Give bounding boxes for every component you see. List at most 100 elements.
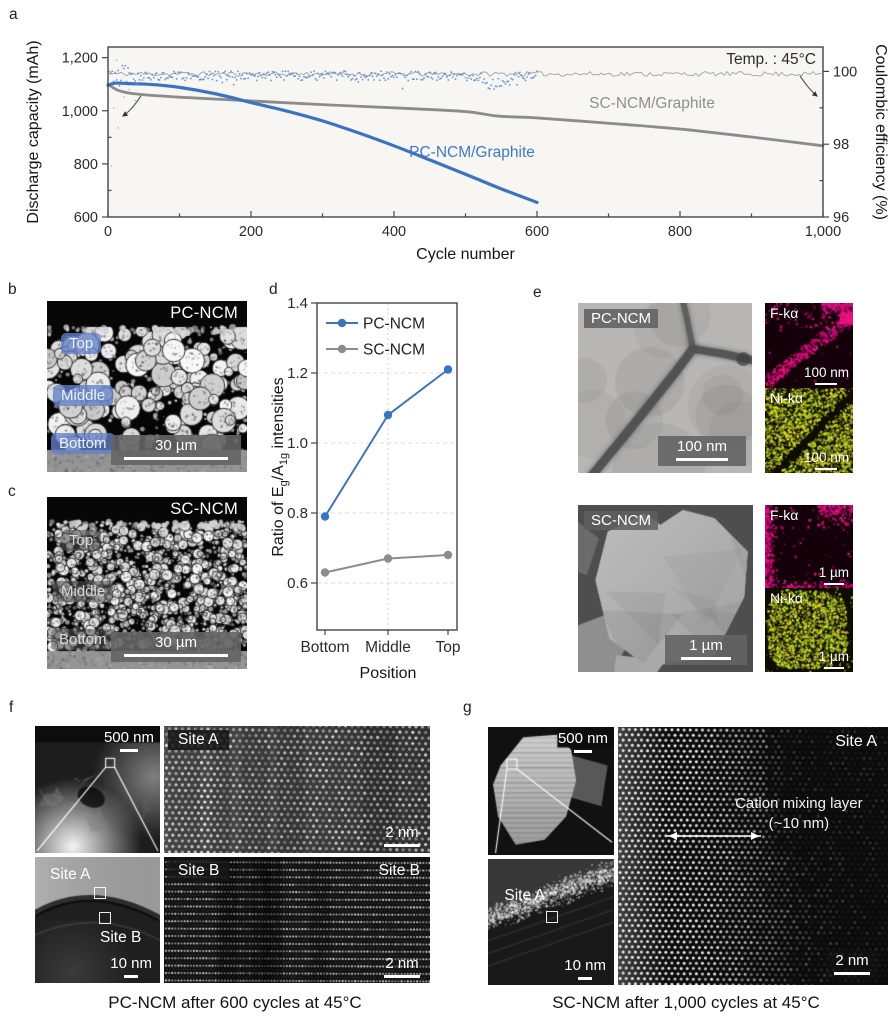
site-b-text-right: Site B [378, 862, 420, 879]
eds-map-ni-ka-sc: Ni-kα 1 µm [765, 588, 853, 672]
svg-text:Middle: Middle [365, 639, 411, 656]
haadf-site-a-sc: Site A Cation mixing layer (~10 nm) 2 nm [618, 727, 888, 985]
svg-text:1.2: 1.2 [287, 365, 308, 382]
scale-bar-text: 100 nm [803, 449, 849, 465]
map-label: Ni-kα [770, 390, 803, 406]
annotation-line-1: Cation mixing layer [735, 795, 863, 813]
scale-bar: 10 nm [564, 957, 606, 980]
site-a-marker-box [93, 887, 106, 900]
scale-bar: 2 nm [384, 824, 420, 847]
scale-bar: 100 nm [803, 364, 849, 385]
scale-bar: 1 µm [818, 564, 849, 585]
panel-letter-d: d [269, 281, 278, 298]
annotation-line-2: (~10 nm) [768, 815, 830, 833]
haadf-site-a-canvas-sc [618, 727, 888, 985]
scale-bar-text: 2 nm [385, 955, 419, 972]
scale-bar: 30 µm [111, 632, 241, 662]
site-b-label: Site B [168, 861, 230, 881]
svg-text:Top: Top [436, 639, 461, 656]
stem-overview-canvas-sc [488, 727, 614, 855]
svg-text:PC-NCM/Graphite: PC-NCM/Graphite [409, 144, 535, 161]
site-a-label: Site A [835, 733, 877, 750]
scale-bar: 2 nm [826, 950, 878, 979]
svg-text:Coulombic efficiency (%): Coulombic efficiency (%) [872, 44, 889, 220]
stem-overview-sc: 500 nm [488, 727, 614, 855]
scale-bar: 30 µm [111, 435, 241, 465]
site-a-label: Site A [168, 730, 229, 750]
panel-letter-b: b [8, 281, 17, 298]
stem-overview-pc: 500 nm [35, 726, 160, 853]
tem-sites-canvas-pc [35, 857, 160, 983]
sample-label: PC-NCM [170, 304, 238, 322]
caption-pc: PC-NCM after 600 cycles at 45°C [108, 993, 362, 1012]
mixing-layer-arrow [666, 831, 761, 840]
scale-bar-line [823, 666, 844, 669]
panel-letter-f: f [9, 699, 14, 716]
position-tag-bottom: Bottom [51, 432, 115, 454]
scale-bar: 100 nm [658, 436, 746, 466]
panel-letter-c: c [8, 483, 16, 500]
scale-bar-text: 500 nm [557, 730, 608, 747]
scale-bar: 2 nm [384, 955, 420, 978]
scale-bar-text: 100 nm [803, 364, 849, 380]
svg-text:600: 600 [74, 210, 98, 226]
cycling-performance-chart: 0 200 400 600 800 1,000 600 800 1,000 1,200 96 98 10… [25, 40, 889, 263]
svg-text:Bottom: Bottom [300, 639, 349, 656]
sample-label: PC-NCM [584, 309, 658, 328]
svg-text:800: 800 [74, 157, 98, 173]
haadf-site-b-pc: Site B Site B 2 nm [164, 857, 430, 983]
scale-bar-line [815, 382, 838, 385]
svg-text:SC-NCM: SC-NCM [363, 342, 425, 359]
svg-text:1.4: 1.4 [287, 295, 308, 312]
scale-bar-line [834, 972, 870, 975]
eds-canvas-ni-pc [765, 388, 853, 473]
scale-bar-line [578, 977, 593, 980]
eds-map-ni-ka-pc: Ni-kα 100 nm [765, 388, 853, 473]
map-label: F-kα [770, 305, 799, 321]
scale-bar-text: 1 µm [818, 564, 849, 580]
svg-text:Position: Position [360, 665, 417, 682]
svg-text:1.0: 1.0 [287, 435, 308, 452]
scale-bar: 1 µm [665, 635, 747, 665]
sample-label: SC-NCM [584, 511, 658, 530]
sem-cross-section-pc-ncm: PC-NCM Top Middle Bottom 30 µm [47, 301, 247, 472]
d-ylabel-sub: g [278, 480, 291, 487]
scale-bar: 100 nm [803, 449, 849, 470]
svg-text:0.8: 0.8 [287, 505, 308, 522]
scale-bar: 1 µm [818, 648, 849, 669]
svg-text:0.6: 0.6 [287, 575, 308, 592]
svg-text:98: 98 [833, 137, 849, 153]
scale-bar-text: 30 µm [155, 437, 197, 454]
svg-text:PC-NCM: PC-NCM [363, 316, 425, 333]
position-tag-top: Top [61, 333, 102, 355]
tem-site-a-inset-sc: Site A 10 nm [488, 859, 614, 985]
d-y-axis-label: Ratio of Eg/A1g intensities [270, 377, 290, 556]
site-a-text: Site A [50, 865, 91, 883]
scale-bar: 500 nm [558, 730, 608, 753]
scale-bar-text: 2 nm [835, 952, 869, 969]
position-tag-middle: Middle [53, 581, 114, 603]
scale-bar-line [124, 654, 228, 657]
d-ylabel-sub: 1g [278, 452, 291, 466]
scale-bar-text: 1 µm [818, 648, 849, 664]
scale-bar-text: 500 nm [103, 729, 154, 746]
scale-bar-text: 100 nm [676, 438, 728, 455]
site-b-text: Site B [100, 928, 142, 946]
haadf-site-a-pc: Site A 2 nm [164, 726, 430, 853]
svg-text:1,000: 1,000 [62, 104, 98, 120]
map-label: Ni-kα [770, 590, 803, 606]
caption-sc: SC-NCM after 1,000 cycles at 45°C [552, 993, 820, 1012]
svg-text:400: 400 [382, 224, 406, 240]
sem-cross-section-sc-ncm: SC-NCM Top Middle Bottom 30 µm [47, 497, 247, 669]
svg-text:0: 0 [104, 224, 112, 240]
cation-mixing-annotation: Cation mixing layer (~10 nm) [715, 794, 882, 834]
scale-bar-line [676, 458, 728, 461]
stem-overview-canvas-pc [35, 726, 160, 853]
tem-pc-ncm: PC-NCM 100 nm [578, 303, 752, 473]
eds-map-f-ka-pc: F-kα 100 nm [765, 303, 853, 388]
d-ylabel-part: Ratio of E [269, 486, 287, 557]
svg-text:1,000: 1,000 [805, 224, 841, 240]
eds-map-f-ka-sc: F-kα 1 µm [765, 505, 853, 588]
scale-bar-line [124, 457, 228, 460]
